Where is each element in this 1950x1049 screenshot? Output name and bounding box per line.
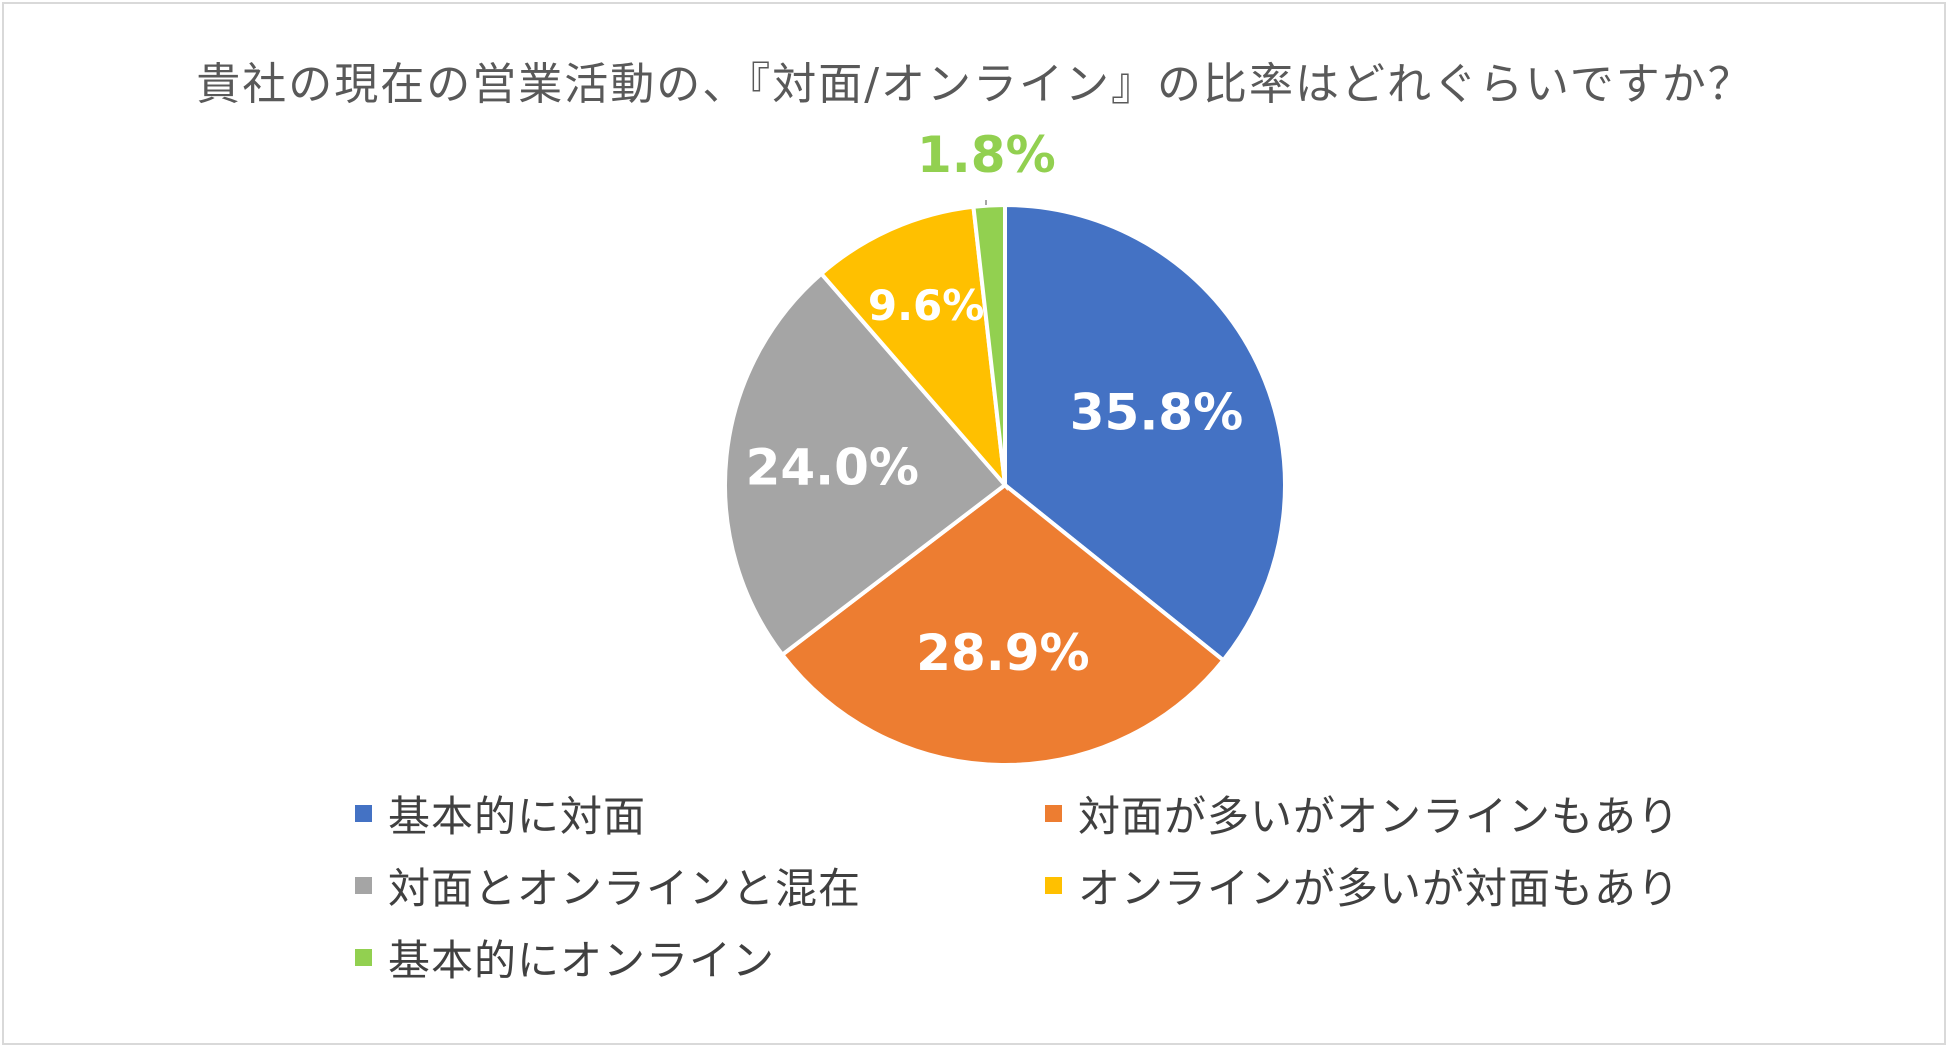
legend-swatch bbox=[355, 949, 372, 966]
legend-swatch bbox=[1045, 805, 1062, 822]
data-label-1: 35.8% bbox=[1070, 383, 1243, 441]
pie-slice-5 bbox=[971, 202, 1007, 486]
legend-item-5: 基本的にオンライン bbox=[355, 927, 775, 988]
legend-item-1: 基本的に対面 bbox=[355, 783, 646, 844]
pie-slice-2 bbox=[779, 482, 1227, 767]
legend-label: 基本的に対面 bbox=[388, 792, 647, 841]
chart-title: 貴社の現在の営業活動の、『対面/オンライン』の比率はどれぐらいですか？ bbox=[196, 59, 1754, 110]
pie-slice-4 bbox=[818, 204, 1008, 492]
legend-item-2: 対面が多いがオンラインもあり bbox=[1045, 783, 1680, 844]
data-label-4: 9.6% bbox=[868, 281, 984, 330]
legend-label: オンラインが多いが対面もあり bbox=[1078, 864, 1681, 913]
legend-swatch bbox=[1045, 877, 1062, 894]
data-label-3: 24.0% bbox=[746, 438, 919, 496]
legend-swatch bbox=[355, 877, 372, 894]
legend-label: 対面とオンラインと混在 bbox=[388, 864, 862, 913]
legend-item-3: 対面とオンラインと混在 bbox=[355, 855, 861, 916]
legend-swatch bbox=[355, 805, 372, 822]
legend-item-4: オンラインが多いが対面もあり bbox=[1045, 855, 1680, 916]
legend-label: 対面が多いがオンラインもあり bbox=[1078, 792, 1681, 841]
pie-slice-1 bbox=[1003, 202, 1287, 664]
legend-label: 基本的にオンライン bbox=[388, 936, 776, 985]
data-label-5: 1.8% bbox=[917, 126, 1056, 184]
pie-slice-3 bbox=[723, 270, 1008, 658]
data-label-2: 28.9% bbox=[916, 624, 1089, 682]
